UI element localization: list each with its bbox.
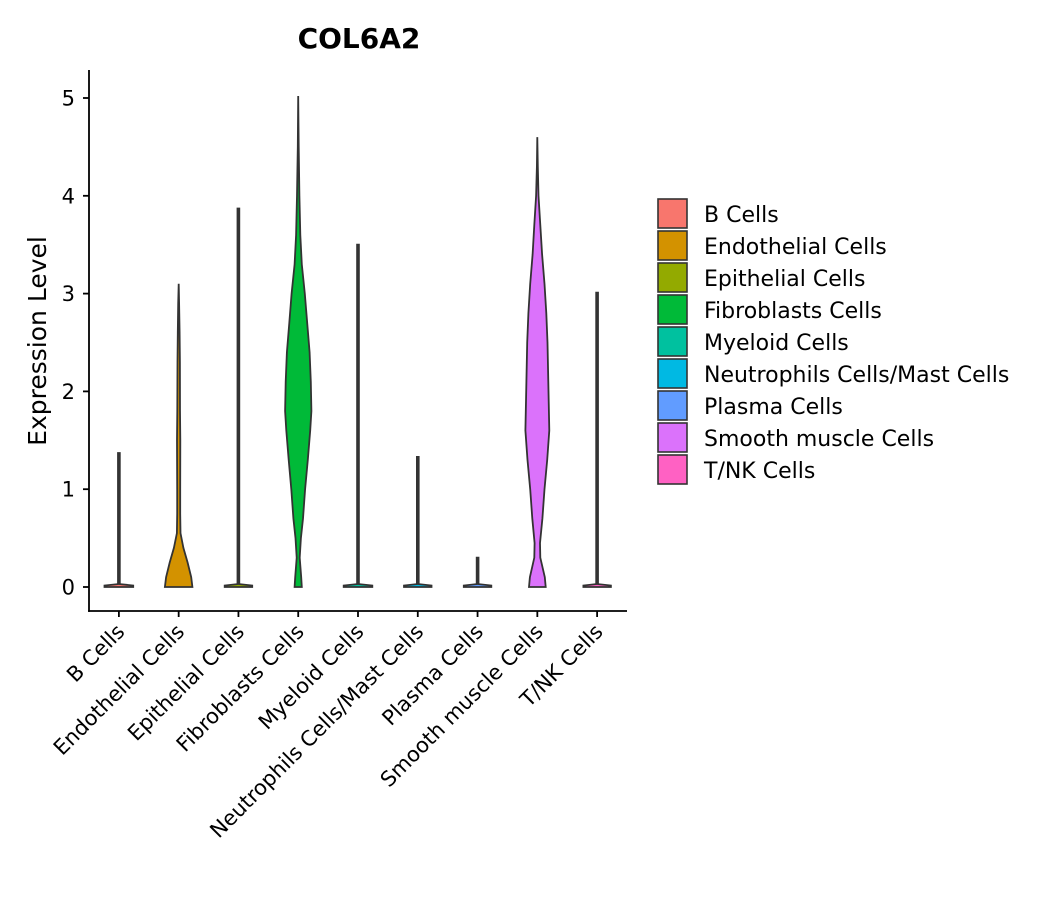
violin-endothelial-cells — [163, 283, 194, 588]
y-tick-label-3: 3 — [62, 282, 75, 306]
violin-myeloid-cells — [342, 243, 374, 588]
legend-label-b-cells: B Cells — [704, 203, 779, 228]
violin-plasma-cells — [462, 556, 493, 588]
legend-label-fibroblasts-cells: Fibroblasts Cells — [704, 299, 882, 324]
x-tick-label-myeloid-cells: Myeloid Cells — [254, 620, 369, 735]
legend-key-epithelial-cells — [657, 262, 688, 293]
violin-neutrophils-cells-mast-cells — [403, 456, 433, 588]
violin-epithelial-cells — [223, 207, 254, 588]
legend-key-endothelial-cells — [657, 230, 688, 261]
legend-label-smooth-muscle-cells: Smooth muscle Cells — [704, 427, 934, 452]
legend: B Cells Endothelial Cells Epithelial Cells… — [657, 198, 1009, 485]
y-tick-label-1: 1 — [62, 478, 75, 502]
y-tick-label-2: 2 — [62, 380, 75, 404]
legend-label-t-nk-cells: T/NK Cells — [703, 459, 815, 484]
violin-smooth-muscle-cells — [524, 137, 551, 588]
legend-key-t-nk-cells — [657, 454, 688, 485]
violin-b-cells — [103, 452, 135, 588]
legend-key-plasma-cells — [657, 390, 688, 421]
legend-key-smooth-muscle-cells — [657, 422, 688, 453]
y-axis: 0 1 2 3 4 5 — [62, 70, 90, 612]
y-tick-label-4: 4 — [62, 184, 75, 208]
violin-fibroblasts-cells — [284, 95, 313, 588]
legend-key-neutrophils-cells-mast-cells — [657, 358, 688, 389]
legend-label-epithelial-cells: Epithelial Cells — [704, 267, 865, 292]
legend-key-fibroblasts-cells — [657, 294, 688, 325]
y-tick-label-0: 0 — [62, 576, 75, 600]
legend-label-myeloid-cells: Myeloid Cells — [704, 331, 849, 356]
legend-key-b-cells — [657, 198, 688, 229]
legend-label-plasma-cells: Plasma Cells — [704, 395, 843, 420]
plot-area — [103, 95, 612, 588]
y-axis-title: Expression Level — [23, 236, 52, 446]
legend-label-neutrophils-cells-mast-cells: Neutrophils Cells/Mast Cells — [704, 363, 1009, 388]
legend-label-endothelial-cells: Endothelial Cells — [704, 235, 887, 260]
chart-title: COL6A2 — [298, 22, 421, 55]
y-tick-label-5: 5 — [62, 87, 75, 111]
violin-t-nk-cells — [582, 291, 612, 588]
legend-key-myeloid-cells — [657, 326, 688, 357]
